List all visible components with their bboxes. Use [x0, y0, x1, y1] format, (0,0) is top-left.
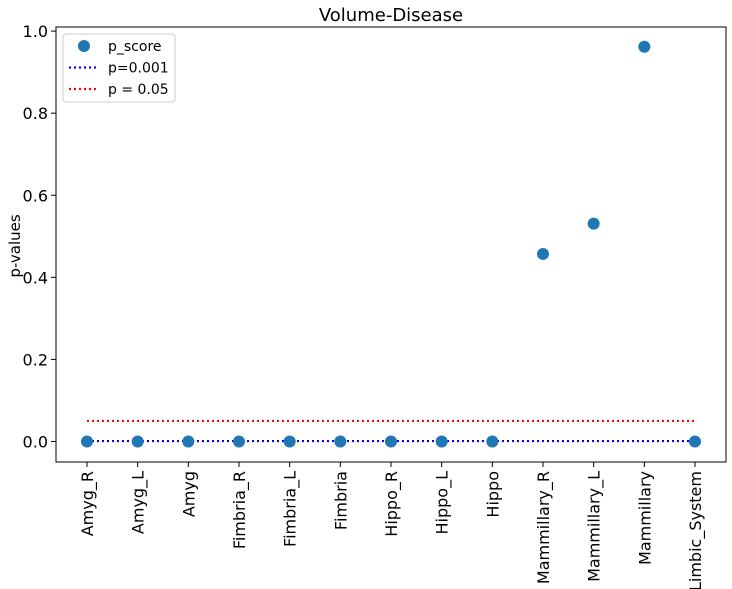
legend-label: p_score — [108, 39, 162, 55]
chart-title: Volume-Disease — [319, 5, 463, 26]
legend-label: p = 0.05 — [108, 82, 169, 98]
y-tick-label: 0.8 — [23, 104, 48, 123]
legend-label: p=0.001 — [108, 61, 169, 77]
data-point-mammillary — [638, 40, 651, 53]
x-tick-label-amyg: Amyg — [179, 471, 198, 517]
data-point-amyg — [182, 435, 195, 448]
y-axis-label: p-values — [6, 214, 24, 278]
x-tick-label-fimbria_r: Fimbria_R — [230, 471, 250, 549]
data-point-limbic_system — [689, 435, 701, 448]
x-tick-label-fimbria: Fimbria — [331, 471, 350, 530]
data-point-hippo — [486, 435, 499, 448]
y-tick-label: 0.2 — [23, 350, 48, 369]
x-tick-label-hippo_l: Hippo_L — [433, 471, 453, 535]
legend-marker — [78, 40, 90, 52]
legend-box — [62, 33, 176, 103]
data-point-hippo_l — [435, 435, 448, 448]
x-tick-label-amyg_l: Amyg_L — [129, 471, 149, 534]
legend: p_score p=0.001 p = 0.05 — [62, 33, 176, 103]
x-tick-label-fimbria_l: Fimbria_L — [281, 471, 301, 547]
y-tick-label: 0.0 — [23, 432, 48, 451]
data-point-amyg_l — [131, 435, 144, 448]
y-tick-label: 0.4 — [23, 268, 48, 287]
y-tick-label: 1.0 — [23, 22, 48, 41]
data-point-fimbria_l — [283, 435, 296, 448]
x-tick-label-hippo: Hippo — [483, 471, 502, 518]
x-tick-label-hippo_r: Hippo_R — [382, 471, 402, 537]
y-tick-label: 0.6 — [23, 186, 48, 205]
x-tick-label-limbic_system: Limbic_System — [686, 471, 706, 589]
x-tick-label-mammillary: Mammillary — [635, 471, 654, 565]
data-point-hippo_r — [385, 435, 397, 448]
x-tick-label-mammillary_l: Mammillary_L — [585, 471, 605, 582]
x-tick-label-amyg_r: Amyg_R — [78, 471, 98, 536]
x-tick-label-mammillary_r: Mammillary_R — [534, 471, 554, 584]
data-point-amyg_r — [81, 435, 93, 448]
data-point-fimbria_r — [233, 435, 245, 448]
data-point-mammillary_l — [587, 217, 600, 230]
data-point-fimbria — [334, 435, 347, 448]
data-point-mammillary_r — [537, 247, 549, 260]
